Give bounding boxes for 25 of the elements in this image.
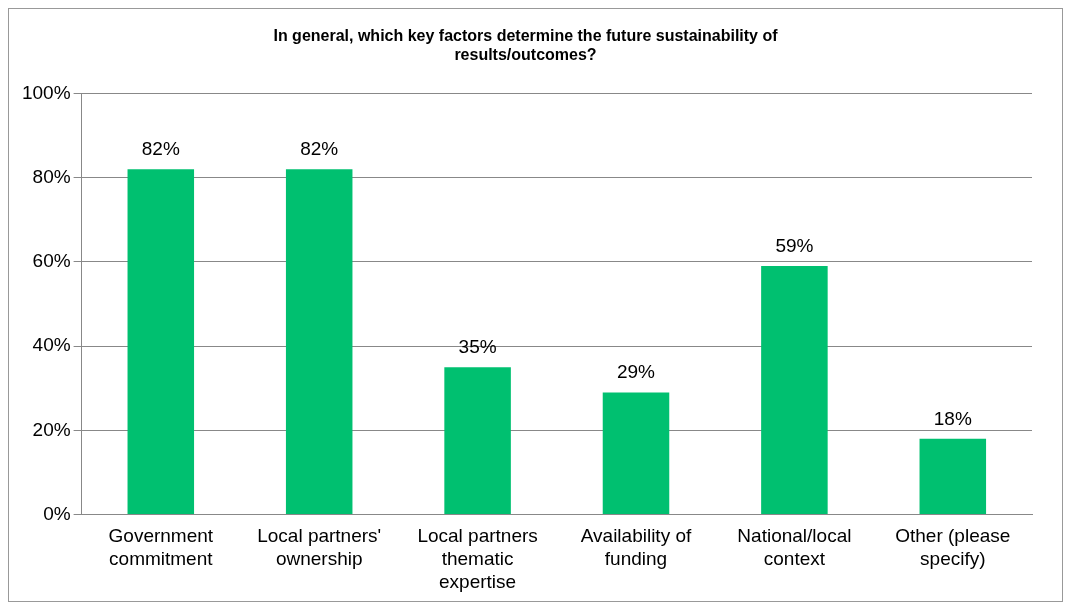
bar — [602, 392, 670, 515]
bar — [127, 169, 195, 515]
x-tick-label: Local partners thematic expertise — [417, 525, 538, 592]
y-tick-label: 20% — [32, 418, 71, 440]
data-label: 82% — [300, 137, 339, 159]
x-tick-label: Government commitment — [108, 525, 214, 570]
y-tick-label: 60% — [32, 250, 71, 272]
data-label: 18% — [933, 407, 972, 429]
x-tick-label: Other (please specify) — [895, 525, 1011, 570]
chart-title: In general, which key factors determine the future sustainability of results/outcomes? — [273, 27, 779, 64]
y-tick-label: 80% — [32, 165, 71, 187]
y-tick-label: 40% — [32, 334, 71, 356]
x-tick-label: Local partners' ownership — [257, 525, 382, 570]
data-label: 35% — [458, 335, 497, 357]
data-label: 82% — [141, 137, 180, 159]
x-tick-label: Availability of funding — [580, 525, 692, 570]
y-tick-label: 100% — [21, 81, 71, 103]
y-tick-label: 0% — [43, 502, 71, 524]
bar — [919, 438, 987, 515]
bar — [761, 266, 828, 515]
data-label: 59% — [775, 234, 814, 256]
bar — [444, 367, 511, 515]
x-tick-label: National/local context — [737, 525, 852, 570]
data-label: 29% — [616, 361, 656, 383]
bar — [285, 169, 353, 515]
